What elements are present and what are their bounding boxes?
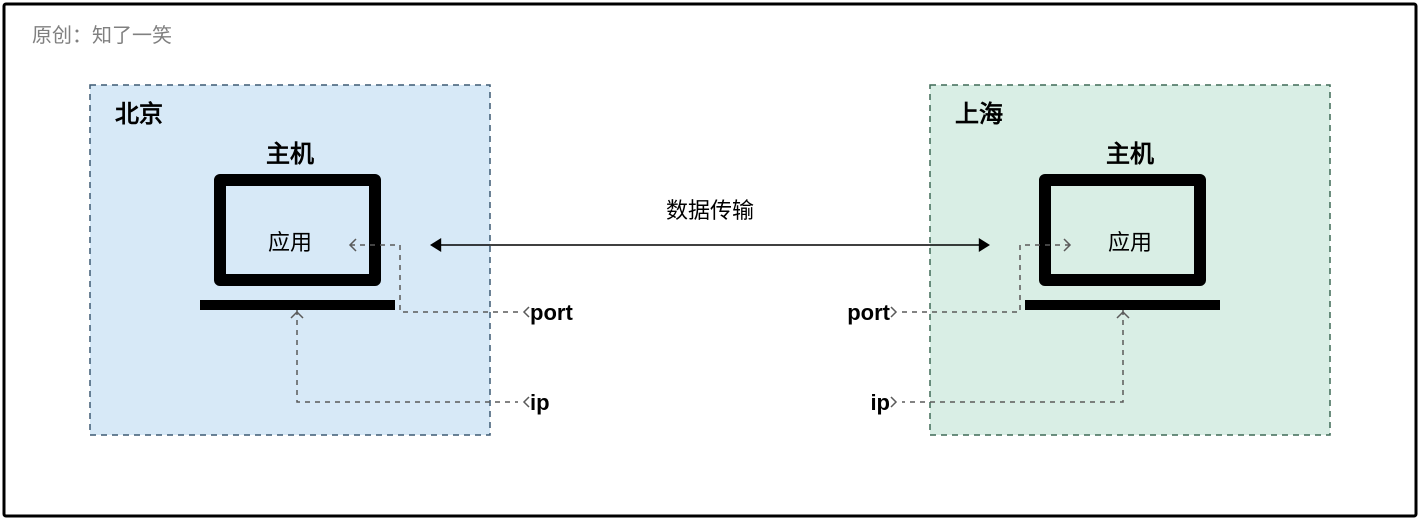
computer-base-icon [1025, 300, 1220, 310]
ip-right-label: ip [870, 390, 890, 415]
diagram-frame: 原创：知了一笑北京主机应用上海主机应用数据传输portportipip [0, 0, 1420, 520]
app-label: 应用 [1108, 230, 1152, 255]
region-shanghai: 上海主机应用 [902, 85, 1330, 435]
region-title: 上海 [955, 100, 1003, 128]
computer-base-icon [200, 300, 395, 310]
diagram-svg: 原创：知了一笑北京主机应用上海主机应用数据传输portportipip [0, 0, 1420, 520]
region-box [930, 85, 1330, 435]
app-label: 应用 [268, 230, 312, 255]
port-left-label: port [530, 300, 573, 325]
region-box [90, 85, 490, 435]
ip-left-label: ip [530, 390, 550, 415]
watermark-text: 原创：知了一笑 [32, 24, 172, 47]
region-beijing: 北京主机应用 [90, 85, 518, 435]
data-transfer-label: 数据传输 [666, 198, 754, 223]
host-label: 主机 [1106, 141, 1154, 168]
host-label: 主机 [266, 141, 314, 168]
region-title: 北京 [115, 100, 163, 128]
port-right-label: port [847, 300, 890, 325]
